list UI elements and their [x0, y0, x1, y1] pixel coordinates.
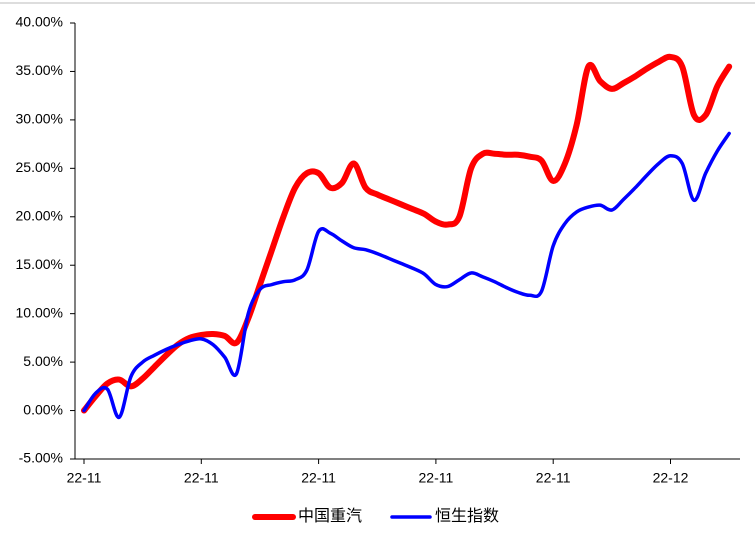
series-line: [81, 53, 733, 414]
y-tick-label: 15.00%: [16, 256, 63, 272]
x-tick-label: 22-11: [67, 470, 102, 486]
legend-label: 中国重汽: [298, 507, 362, 525]
y-tick-label: 40.00%: [16, 14, 63, 30]
y-tick-label: 5.00%: [23, 353, 63, 369]
y-tick-label: -5.00%: [19, 450, 63, 466]
y-tick-label: 0.00%: [23, 401, 63, 417]
y-tick-label: 10.00%: [16, 304, 63, 320]
y-tick-label: 35.00%: [16, 62, 63, 78]
x-tick-label: 22-11: [419, 470, 454, 486]
x-tick-label: 22-11: [536, 470, 571, 486]
y-tick-label: 25.00%: [16, 159, 63, 175]
x-tick-label: 22-11: [301, 470, 336, 486]
y-tick-label: 20.00%: [16, 207, 63, 223]
y-tick-label: 30.00%: [16, 111, 63, 127]
legend-label: 恒生指数: [435, 507, 499, 525]
x-tick-label: 22-12: [653, 470, 689, 486]
x-tick-label: 22-11: [184, 470, 219, 486]
series-line: [82, 131, 731, 420]
